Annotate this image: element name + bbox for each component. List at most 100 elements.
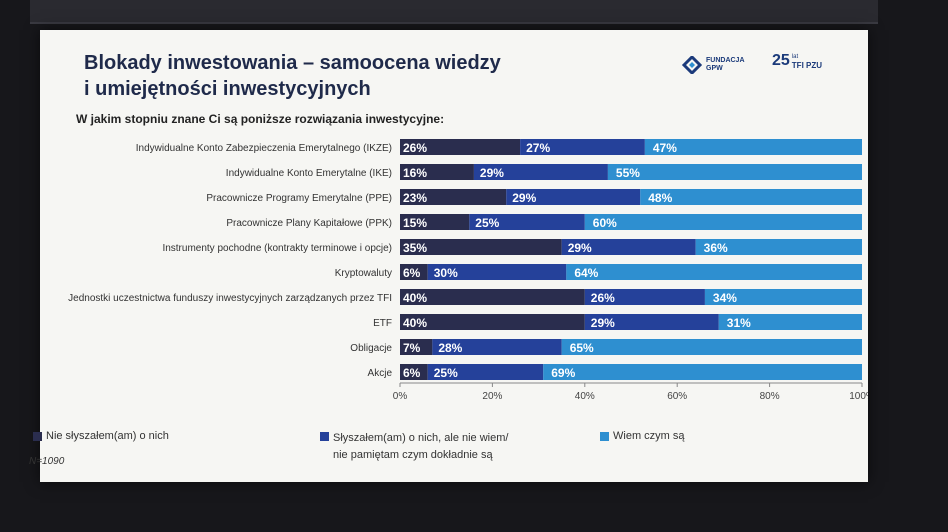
data-label-heard: 28% <box>438 341 462 355</box>
bar-not-heard <box>400 364 428 380</box>
category-label: Obligacje <box>350 343 392 354</box>
data-label-know: 64% <box>574 266 598 280</box>
legend-item-know: Wiem czym są <box>600 430 685 442</box>
bar-know <box>718 314 862 330</box>
x-tick-label: 20% <box>482 391 502 402</box>
category-label: Instrumenty pochodne (kontrakty terminow… <box>162 243 392 254</box>
bar-know <box>584 214 862 230</box>
data-label-heard: 25% <box>475 216 499 230</box>
legend-label-heard-line-1: Słyszałem(am) o nich, ale nie wiem/ <box>333 432 509 444</box>
data-label-heard: 29% <box>591 316 615 330</box>
category-label: Pracownicze Programy Emerytalne (PPE) <box>206 193 392 204</box>
presentation-slide: Blokady inwestowania – samoocena wiedzy … <box>29 30 868 482</box>
projector-frame <box>30 0 878 24</box>
data-label-not-heard: 6% <box>403 266 421 280</box>
gpw-logo-line-1: FUNDACJA <box>706 57 745 64</box>
bar-know <box>640 189 862 205</box>
bar-not-heard <box>400 239 562 255</box>
bar-heard <box>520 139 645 155</box>
bar-know <box>561 339 862 355</box>
bar-not-heard <box>400 214 470 230</box>
bar-heard <box>427 364 544 380</box>
category-label: Pracownicze Plany Kapitałowe (PPK) <box>226 218 392 229</box>
data-label-heard: 25% <box>434 366 458 380</box>
bar-not-heard <box>400 289 585 305</box>
slide-title: Blokady inwestowania – samoocena wiedzy … <box>84 50 604 102</box>
legend-label-heard-line-2: nie pamiętam czym dokładnie są <box>333 449 493 461</box>
data-label-know: 65% <box>570 341 594 355</box>
data-label-heard: 29% <box>512 191 536 205</box>
bar-know <box>695 239 862 255</box>
stacked-bar-chart: Indywidualne Konto Zabezpieczenia Emeryt… <box>68 139 868 402</box>
category-label: Indywidualne Konto Emerytalne (IKE) <box>226 168 392 179</box>
x-tick-label: 80% <box>760 391 780 402</box>
bar-heard <box>432 339 562 355</box>
data-label-not-heard: 26% <box>403 141 427 155</box>
sample-size: N=1090 <box>29 456 65 467</box>
bar-know <box>566 264 862 280</box>
x-tick-label: 60% <box>667 391 687 402</box>
bar-not-heard <box>400 189 507 205</box>
data-label-heard: 29% <box>568 241 592 255</box>
data-label-not-heard: 15% <box>403 216 427 230</box>
data-label-not-heard: 40% <box>403 291 427 305</box>
data-label-heard: 30% <box>434 266 458 280</box>
tfi-pzu-logo: 25 lat TFI PZU <box>772 52 822 70</box>
data-label-know: 31% <box>727 316 751 330</box>
data-label-know: 47% <box>653 141 677 155</box>
category-label: Kryptowaluty <box>335 268 392 279</box>
bar-heard <box>427 264 567 280</box>
category-label: Indywidualne Konto Zabezpieczenia Emeryt… <box>136 143 392 154</box>
bar-heard <box>469 214 585 230</box>
gpw-logo-icon <box>682 56 702 74</box>
x-tick-label: 0% <box>393 391 408 402</box>
gpw-logo-line-2: GPW <box>706 65 723 72</box>
data-label-heard: 27% <box>526 141 550 155</box>
slide-title-line-1: Blokady inwestowania – samoocena wiedzy <box>84 52 501 74</box>
data-label-not-heard: 23% <box>403 191 427 205</box>
data-label-heard: 29% <box>480 166 504 180</box>
data-label-not-heard: 7% <box>403 341 421 355</box>
category-label: ETF <box>373 318 392 329</box>
legend-item-not-heard: Nie słyszałem(am) o nich <box>33 430 169 442</box>
category-label: Akcje <box>368 368 393 379</box>
data-label-not-heard: 16% <box>403 166 427 180</box>
bar-not-heard <box>400 264 428 280</box>
bar-heard <box>506 189 641 205</box>
bar-heard <box>473 164 608 180</box>
data-label-know: 48% <box>648 191 672 205</box>
x-tick-label: 40% <box>575 391 595 402</box>
bar-know <box>644 139 862 155</box>
data-label-heard: 26% <box>591 291 615 305</box>
data-label-not-heard: 35% <box>403 241 427 255</box>
bar-not-heard <box>400 339 433 355</box>
x-tick-label: 100% <box>849 391 868 402</box>
bar-know <box>543 364 862 380</box>
survey-question: W jakim stopniu znane Ci są poniższe roz… <box>76 112 445 126</box>
pzu-logo-number: 25 <box>772 52 790 69</box>
legend-swatch-dark <box>33 432 42 441</box>
fundacja-gpw-logo: FUNDACJA GPW <box>682 54 745 76</box>
data-label-know: 60% <box>593 216 617 230</box>
data-label-know: 69% <box>551 366 575 380</box>
legend-swatch-light <box>600 432 609 441</box>
data-label-know: 55% <box>616 166 640 180</box>
data-label-know: 36% <box>704 241 728 255</box>
data-label-not-heard: 6% <box>403 366 421 380</box>
bar-not-heard <box>400 314 585 330</box>
bar-know <box>607 164 862 180</box>
bar-not-heard <box>400 164 474 180</box>
slide-title-line-2: i umiejętności inwestycyjnych <box>84 78 371 100</box>
legend-swatch-mid <box>320 432 329 441</box>
bar-not-heard <box>400 139 521 155</box>
bar-heard <box>561 239 696 255</box>
bar-know <box>704 289 862 305</box>
pzu-logo-small: lat <box>791 54 799 60</box>
data-label-know: 34% <box>713 291 737 305</box>
pzu-logo-brand: TFI PZU <box>791 61 823 70</box>
legend-label-know: Wiem czym są <box>613 430 685 442</box>
legend-label-not-heard: Nie słyszałem(am) o nich <box>46 430 169 442</box>
data-label-not-heard: 40% <box>403 316 427 330</box>
category-label: Jednostki uczestnictwa funduszy inwestyc… <box>68 293 392 304</box>
bar-heard <box>584 314 719 330</box>
